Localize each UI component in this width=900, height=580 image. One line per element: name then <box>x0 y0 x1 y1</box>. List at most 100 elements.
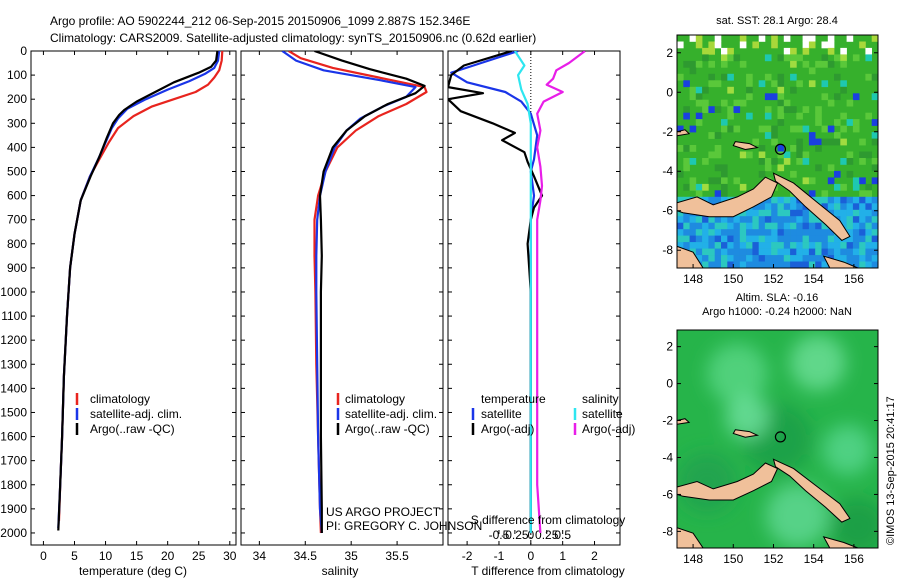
sst-cell <box>796 222 803 230</box>
map-x-tick-label: 156 <box>844 552 864 566</box>
sst-cell <box>739 248 747 256</box>
sst-cell <box>739 183 747 191</box>
sst-cell <box>733 106 741 113</box>
sst-cell <box>790 196 797 204</box>
sst-cell <box>689 145 697 152</box>
sst-cell <box>796 216 803 223</box>
sst-cell <box>702 99 709 107</box>
map-x-tick-label: 156 <box>844 272 864 286</box>
sst-cell <box>764 261 772 268</box>
sst-cell <box>859 261 866 268</box>
sla-map-frame <box>676 329 879 549</box>
sst-cell <box>677 209 684 217</box>
sst-cell <box>821 222 829 230</box>
sst-cell <box>865 261 872 268</box>
sst-cell <box>834 119 841 126</box>
sst-cell <box>796 145 803 152</box>
sst-cell <box>802 242 810 249</box>
sst-cell <box>777 80 785 88</box>
sst-cell <box>727 54 734 62</box>
sst-cell <box>758 145 766 152</box>
sst-cell <box>827 229 835 236</box>
sst-cell <box>733 125 741 133</box>
sst-cell <box>846 209 854 217</box>
sst-cell <box>834 54 841 62</box>
salinity-x-axis: 34 34.5 35 35.5 <box>253 51 409 563</box>
sst-cell <box>708 255 715 262</box>
land-mass <box>677 245 704 268</box>
sst-cell <box>752 229 759 236</box>
sst-cell <box>689 93 697 101</box>
sst-cell <box>790 203 797 211</box>
land-mass <box>822 255 859 268</box>
sst-cell <box>821 190 829 198</box>
sst-cell <box>840 203 847 211</box>
sst-cell <box>702 158 709 165</box>
sst-cell <box>827 177 835 185</box>
sst-cell <box>796 248 803 256</box>
sst-cell <box>865 73 872 81</box>
sst-cell <box>859 216 866 223</box>
sst-cell <box>764 73 772 81</box>
sst-cell <box>695 229 703 236</box>
sst-cell <box>721 170 728 178</box>
temperature-legend: climatology satellite-adj. clim. Argo(..… <box>75 392 182 436</box>
difference-series <box>448 51 586 534</box>
sst-cell <box>865 151 872 159</box>
sst-cell <box>802 35 810 42</box>
sst-cell <box>871 93 878 101</box>
sst-cell <box>777 209 785 217</box>
sst-cell <box>714 164 722 172</box>
sst-cell <box>727 222 734 230</box>
sst-cell <box>852 209 860 217</box>
x-tick-label: 0 <box>40 549 47 563</box>
sst-cell <box>727 261 734 268</box>
sst-cell <box>871 177 878 185</box>
sst-cell <box>752 242 759 249</box>
sst-cell <box>840 60 847 68</box>
sst-cell <box>733 242 741 249</box>
salinity-panel-frame <box>240 50 444 546</box>
sst-cell <box>771 242 778 249</box>
sst-cell <box>721 242 728 249</box>
sst-cell <box>677 196 684 204</box>
sst-cell <box>859 229 866 236</box>
sst-cell <box>852 119 860 126</box>
sst-cell <box>677 41 684 49</box>
sst-cell <box>689 35 697 42</box>
sst-cell <box>758 229 766 236</box>
map-x-tick-label: 150 <box>723 272 743 286</box>
sst-cell <box>815 229 822 236</box>
sst-cell <box>739 216 747 223</box>
sst-cell <box>783 158 791 165</box>
sst-cell <box>790 106 797 113</box>
sst-cell <box>714 216 722 223</box>
x-tick-label: 15 <box>130 549 144 563</box>
sst-cell <box>790 47 797 55</box>
legend-climatology: climatology <box>345 392 405 406</box>
map-y-tick-label: 2 <box>666 340 673 354</box>
sst-cell <box>677 229 684 236</box>
sst-cell <box>808 248 816 256</box>
sst-cell <box>846 222 854 230</box>
sst-cell <box>739 99 747 107</box>
sst-cell <box>677 73 684 81</box>
sst-cell <box>777 151 785 159</box>
sst-cell <box>708 242 715 249</box>
sst-cell <box>733 235 741 243</box>
sst-cell <box>739 235 747 243</box>
sst-cell <box>739 242 747 249</box>
sst-cell <box>815 235 822 243</box>
sst-cell <box>815 216 822 223</box>
map-y-tick-label: 0 <box>666 377 673 391</box>
series-line-climatology <box>288 51 428 534</box>
sst-cell <box>834 73 841 81</box>
depth-tick-label: 1200 <box>0 333 27 347</box>
sst-cell <box>764 216 772 223</box>
depth-tick-label: 200 <box>7 92 27 106</box>
sst-cell <box>796 209 803 217</box>
sst-cell <box>714 242 722 249</box>
sst-cell <box>815 145 822 152</box>
sst-cell <box>865 222 872 230</box>
series-line-satellite <box>281 51 417 534</box>
